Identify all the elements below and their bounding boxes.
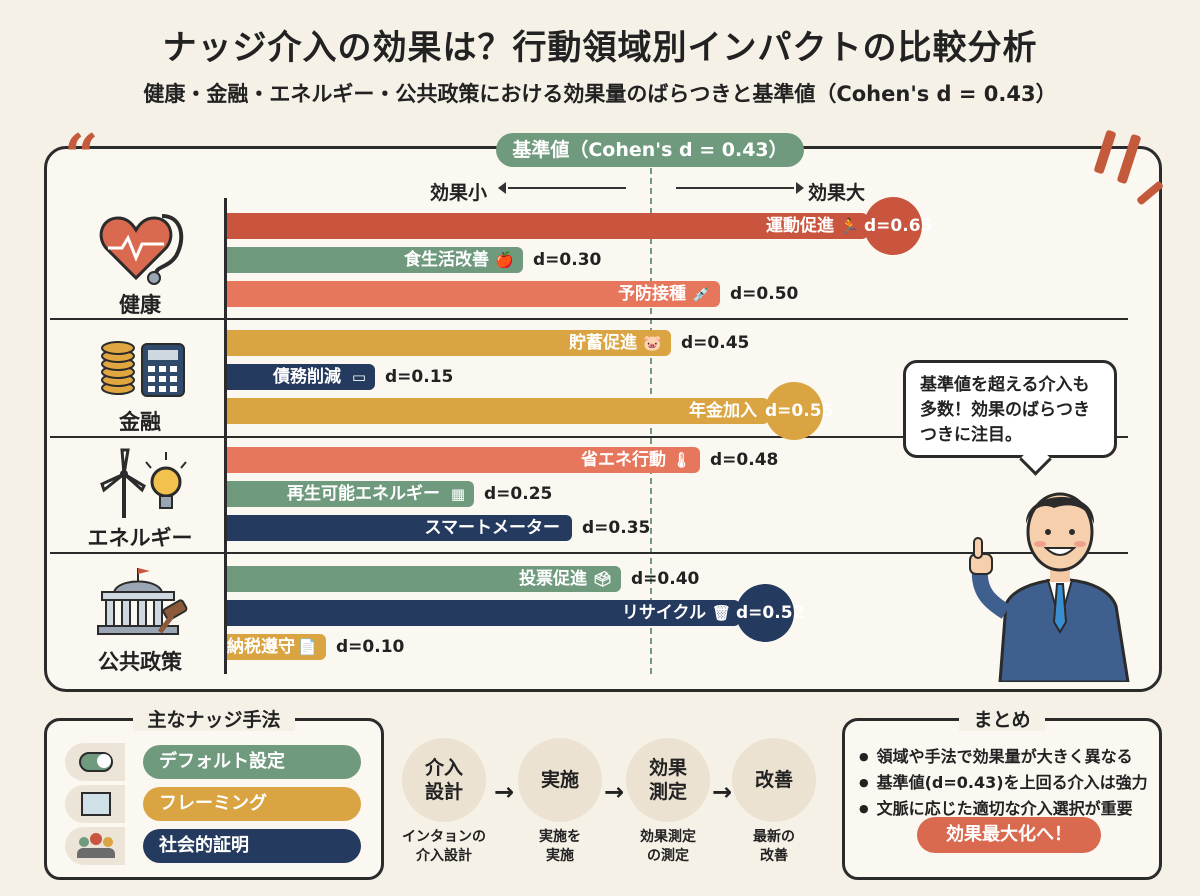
value-label: d=0.45	[681, 333, 750, 353]
bar-label: 食生活改善	[404, 250, 489, 270]
card-icon: ▭	[351, 368, 366, 386]
value-label: d=0.10	[336, 637, 405, 657]
government-building-gavel-icon	[97, 568, 188, 635]
summary-title: まとめ	[959, 709, 1045, 731]
toggle-icon	[65, 743, 125, 781]
bar-label: 納税遵守	[227, 637, 295, 657]
bar: 運動促進 🏃	[227, 213, 868, 239]
arrow-right-icon: →	[712, 778, 733, 806]
value-label: d=0.55	[765, 382, 833, 440]
bar-label: 貯蓄促進	[569, 333, 637, 353]
thermometer-icon: 🌡	[671, 451, 691, 469]
people-group-icon	[65, 827, 125, 865]
process-caption: 実施を 実施	[539, 829, 581, 864]
techniques-title: 主なナッジ手法	[133, 709, 295, 731]
bar-label: 省エネ行動	[581, 450, 666, 470]
value-label: d=0.52	[736, 584, 804, 642]
bar-label: 予防接種	[618, 284, 686, 304]
bar: 貯蓄促進 🐷	[227, 330, 671, 356]
bar-label: 投票促進	[519, 569, 587, 589]
techniques-box: 主なナッジ手法 デフォルト設定 フレーミング 社会的証明	[44, 709, 384, 880]
technique-default: デフォルト設定	[143, 745, 361, 779]
bar: 省エネ行動 🌡	[227, 447, 700, 473]
value-label: d=0.65	[864, 197, 932, 255]
arrow-right-icon: →	[494, 778, 515, 806]
summary-item: 領域や手法で効果量が大きく異なる	[859, 743, 1133, 767]
solar-panel-icon: ▦	[450, 485, 465, 503]
arrow-right-icon: →	[604, 778, 625, 806]
value-label: d=0.35	[582, 518, 651, 538]
value-label: d=0.15	[385, 367, 454, 387]
value-label: d=0.40	[631, 569, 700, 589]
domain-label-public-policy: 公共政策	[98, 650, 182, 674]
trash-icon: 🗑	[711, 604, 731, 622]
domain-label-finance: 金融	[119, 410, 161, 434]
process-caption: インタョンの 介入設計	[402, 829, 486, 864]
document-icon: 📄	[298, 638, 317, 656]
bar: 年金加入	[227, 398, 769, 424]
process-step-design: 介入 設計	[402, 738, 486, 822]
summary-item: 基準値(d=0.43)を上回る介入は強力	[859, 769, 1148, 793]
syringe-icon: 💉	[692, 285, 711, 303]
piggy-bank-icon: 🐷	[643, 334, 662, 352]
heart-stethoscope-icon	[99, 214, 184, 285]
ballot-box-icon: 🗳	[592, 570, 612, 588]
arrow-right-icon	[676, 182, 804, 194]
presenter-illustration	[969, 492, 1130, 682]
summary-item: 文脈に応じた適切な介入選択が重要	[859, 795, 1133, 819]
page-title: ナッジ介入の効果は？行動領域別インパクトの比較分析	[162, 28, 1038, 68]
process-step-improve: 改善	[732, 738, 816, 822]
domain-label-health: 健康	[119, 293, 161, 317]
technique-framing: フレーミング	[143, 787, 361, 821]
summary-box: まとめ 領域や手法で効果量が大きく異なる 基準値(d=0.43)を上回る介入は強…	[842, 709, 1162, 880]
quote-mark-icon: “	[64, 122, 99, 192]
direction-small-label: 効果小	[430, 182, 488, 204]
bar: 再生可能エネルギー ▦	[227, 481, 474, 507]
bar: リサイクル 🗑	[227, 600, 740, 626]
direction-large-label: 効果大	[808, 182, 866, 204]
windmill-bulb-icon	[100, 448, 187, 518]
value-label: d=0.30	[533, 250, 602, 270]
value-label: d=0.50	[730, 284, 799, 304]
bar-label: リサイクル	[621, 603, 706, 623]
coins-calculator-icon	[101, 341, 185, 397]
process-caption: 効果測定 の測定	[640, 829, 696, 864]
arrow-left-icon	[498, 182, 626, 194]
group-divider	[50, 552, 1128, 554]
group-divider	[50, 436, 1128, 438]
bar-label: 債務削減	[273, 367, 341, 387]
process-step-measure: 効果 測定	[626, 738, 710, 822]
cta-badge: 効果最大化へ！	[917, 817, 1101, 853]
apple-icon: 🍎	[495, 251, 514, 269]
bar-label: 再生可能エネルギー	[287, 484, 440, 504]
bar-label: スマートメーター	[424, 518, 561, 538]
bar: 投票促進 🗳	[227, 566, 621, 592]
runner-icon: 🏃	[840, 217, 859, 235]
value-label: d=0.25	[484, 484, 553, 504]
value-label: d=0.48	[710, 450, 779, 470]
process-caption: 最新の 改善	[753, 829, 795, 864]
bar: スマートメーター	[227, 515, 572, 541]
bar: 納税遵守 📄	[227, 634, 326, 660]
bar-label: 年金加入	[689, 401, 757, 421]
page-subtitle: 健康・金融・エネルギー・公共政策における効果量のばらつきと基準値（Cohen's…	[143, 82, 1057, 106]
bar-label: 運動促進	[766, 216, 834, 236]
process-step-implement: 実施	[518, 738, 602, 822]
speech-bubble: 基準値を超える介入も多数！効果のばらつきつきに注目。	[903, 360, 1117, 458]
bar: 食生活改善 🍎	[227, 247, 523, 273]
bar: 予防接種 💉	[227, 281, 720, 307]
bar: 債務削減 ▭	[227, 364, 375, 390]
technique-social-proof: 社会的証明	[143, 829, 361, 863]
group-divider	[50, 318, 1128, 320]
domain-label-energy: エネルギー	[87, 526, 193, 550]
picture-frame-icon	[65, 785, 125, 823]
baseline-label: 基準値（Cohen's d = 0.43）	[496, 133, 804, 167]
